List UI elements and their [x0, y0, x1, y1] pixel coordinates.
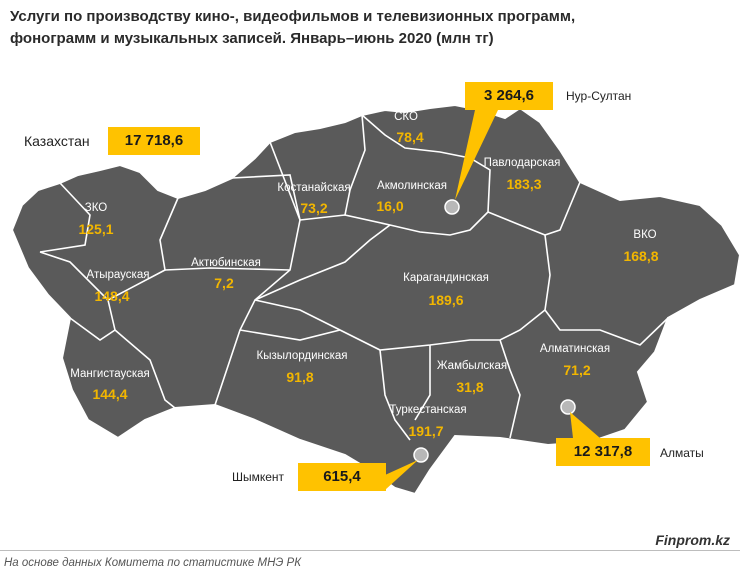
region-borders — [39, 114, 669, 441]
nur-sultan-value-badge: 3 264,6 — [465, 82, 553, 110]
region-label-mangistau: Мангистауская — [70, 368, 150, 380]
region-value-almaty-region: 71,2 — [563, 362, 591, 378]
footer-divider — [0, 550, 740, 551]
region-label-akmola: Акмолинская — [377, 180, 447, 192]
region-label-atyrau: Атырауская — [86, 269, 150, 281]
chart-title: Услуги по производству кино-, видеофильм… — [10, 6, 720, 50]
almaty-value-badge: 12 317,8 — [556, 438, 650, 466]
region-value-akmola: 16,0 — [376, 198, 404, 214]
region-value-mangistau: 144,4 — [92, 386, 128, 402]
source-note: На основе данных Комитета по статистике … — [4, 557, 302, 569]
region-label-zko: ЗКО — [84, 202, 108, 214]
brand-logo: Finprom.kz — [655, 532, 730, 548]
region-label-almaty-region: Алматинская — [539, 343, 611, 355]
region-label-sko: СКО — [394, 111, 418, 123]
region-label-vko: ВКО — [633, 229, 657, 241]
region-value-zko: 125,1 — [78, 221, 114, 237]
region-label-aktobe: Актюбинская — [191, 257, 261, 269]
shymkent-pointer — [385, 460, 418, 490]
almaty-label: Алматы — [660, 446, 704, 460]
region-value-kyzylorda: 91,8 — [286, 369, 314, 385]
shymkent-label: Шымкент — [232, 470, 285, 484]
region-label-pavlodar: Павлодарская — [483, 157, 561, 169]
region-value-turkestan: 191,7 — [408, 423, 444, 439]
almaty-pointer — [570, 412, 600, 438]
city-markers — [413, 199, 576, 463]
title-line-1: Услуги по производству кино-, видеофильм… — [10, 8, 576, 25]
region-label-zhambyl: Жамбылская — [436, 360, 508, 372]
kazakhstan-label: Казахстан — [24, 133, 90, 149]
shymkent-marker — [413, 447, 429, 463]
nur-sultan-pointer — [455, 110, 498, 200]
region-label-kyzylorda: Кызылординская — [256, 350, 348, 362]
almaty-marker — [560, 399, 576, 415]
region-value-sko: 78,4 — [396, 129, 424, 145]
region-label-kostanay: Костанайская — [277, 182, 351, 194]
region-value-karaganda: 189,6 — [428, 292, 464, 308]
shymkent-value-badge: 615,4 — [298, 463, 386, 491]
region-value-zhambyl: 31,8 — [456, 379, 484, 395]
nur-sultan-label: Нур-Султан — [566, 89, 632, 103]
region-value-atyrau: 148,4 — [94, 288, 130, 304]
nur-sultan-marker — [444, 199, 460, 215]
region-value-aktobe: 7,2 — [214, 275, 234, 291]
region-value-pavlodar: 183,3 — [506, 176, 542, 192]
region-value-vko: 168,8 — [623, 248, 659, 264]
region-value-kostanay: 73,2 — [300, 200, 328, 216]
region-label-turkestan: Туркестанская — [389, 404, 467, 416]
country-outline — [10, 103, 740, 496]
title-line-2: фонограмм и музыкальных записей. Январь–… — [10, 30, 494, 47]
kazakhstan-total-badge: 17 718,6 — [108, 127, 200, 155]
region-label-karaganda: Карагандинская — [403, 272, 489, 284]
